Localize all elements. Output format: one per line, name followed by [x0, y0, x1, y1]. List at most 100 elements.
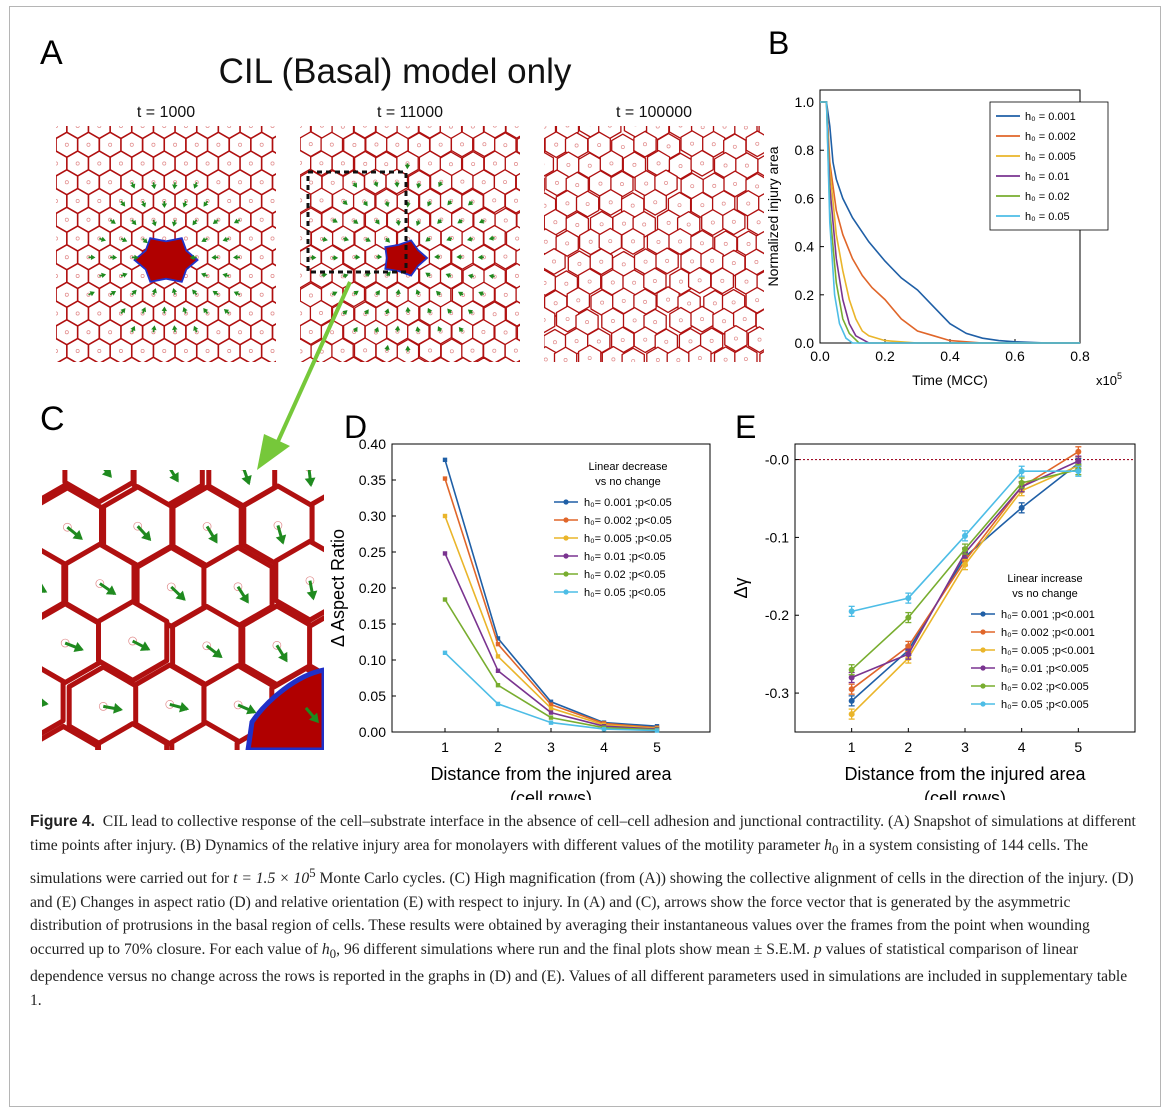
- force-arrow-head: [72, 529, 83, 540]
- force-arrow-head: [241, 474, 252, 486]
- legend-marker: [980, 683, 986, 689]
- cell-nucleus-marker: [56, 349, 58, 353]
- data-point: [962, 561, 968, 568]
- legend-label: h₀= 0.01 ;p<0.05: [584, 551, 666, 563]
- cell-nucleus-marker: [720, 278, 725, 283]
- force-arrow-head: [131, 289, 137, 295]
- cell-nucleus-marker: [642, 222, 647, 227]
- force-arrow-head: [161, 306, 168, 312]
- force-arrow-head: [355, 254, 361, 260]
- cell-nucleus-marker: [460, 329, 465, 334]
- zoom-region-box: [306, 170, 408, 274]
- data-point: [548, 706, 554, 711]
- force-arrow-head: [447, 200, 453, 206]
- cell-nucleus-marker: [653, 200, 658, 205]
- force-arrow-head: [363, 309, 369, 315]
- force-arrow-head: [415, 220, 421, 227]
- cell-nucleus-marker: [631, 359, 636, 362]
- legend-label: h₀ = 0.01: [1025, 171, 1070, 183]
- data-point: [905, 643, 912, 650]
- cell: [516, 136, 520, 154]
- data-point: [495, 641, 501, 647]
- force-arrow-head: [113, 703, 123, 714]
- cell-nucleus-marker: [428, 274, 433, 278]
- cell: [544, 306, 556, 334]
- cell-nucleus-marker: [711, 142, 716, 147]
- x-multiplier: x105: [1096, 371, 1122, 388]
- force-arrow-head: [203, 201, 209, 207]
- cell: [598, 188, 623, 216]
- force-arrow-head: [353, 219, 359, 224]
- snapshot-image-t100000: [544, 126, 764, 362]
- cell-nucleus-marker: [340, 161, 345, 166]
- cell-nucleus-marker: [205, 311, 210, 316]
- cell-nucleus-marker: [503, 143, 508, 148]
- force-arrow-head: [395, 289, 401, 295]
- cell: [418, 337, 442, 362]
- cell-nucleus-marker: [678, 239, 683, 244]
- force-arrow-head: [151, 221, 157, 227]
- cell-nucleus-marker: [56, 236, 58, 241]
- cell-nucleus-marker: [611, 357, 616, 362]
- cell-nucleus-marker: [565, 201, 570, 206]
- cell-nucleus-marker: [108, 217, 113, 222]
- cell: [42, 723, 101, 750]
- cell-nucleus-marker: [632, 162, 637, 167]
- cell-nucleus-marker: [653, 320, 658, 325]
- cell-nucleus-marker: [97, 126, 102, 128]
- cell: [454, 357, 472, 362]
- y-tick-label: 0.20: [359, 580, 386, 596]
- y-tick-label: 0.0: [795, 335, 815, 351]
- cell: [759, 350, 764, 362]
- force-arrow-head: [212, 648, 223, 659]
- cell-nucleus-marker: [95, 579, 105, 588]
- force-arrow-head: [182, 306, 188, 313]
- cell: [747, 326, 764, 354]
- force-arrow-head: [478, 291, 484, 297]
- cell-nucleus-marker: [248, 349, 253, 353]
- data-point: [548, 720, 554, 725]
- y-tick-label: 0.10: [359, 652, 386, 668]
- data-point: [905, 651, 912, 658]
- force-arrow-head: [89, 291, 95, 297]
- data-point: [1075, 458, 1082, 465]
- panel-letter-a: A: [40, 34, 63, 72]
- cell-nucleus-marker: [162, 349, 167, 353]
- legend-marker: [980, 647, 986, 653]
- caption-text-3: Monte Carlo cycles. (C) High magnificati…: [30, 870, 1134, 958]
- legend-label: h₀= 0.05 ;p<0.05: [584, 587, 666, 599]
- cell-nucleus-marker: [108, 180, 113, 185]
- cell-nucleus-marker: [108, 292, 113, 297]
- snapshot-image-t1000: [56, 126, 276, 362]
- y-tick-label: 0.00: [359, 724, 386, 740]
- data-point: [442, 513, 448, 519]
- injury-area: [245, 667, 324, 750]
- caption-p-symbol: p: [813, 940, 822, 958]
- y-tick-label: -0.1: [765, 529, 789, 545]
- cell-nucleus-marker: [259, 292, 264, 297]
- cell-nucleus-marker: [300, 126, 302, 129]
- x-axis-label: Distance from the injured area: [844, 764, 1086, 784]
- cell-nucleus-marker: [97, 311, 102, 316]
- data-point: [442, 597, 448, 602]
- cell-nucleus-marker: [576, 298, 581, 303]
- cell-nucleus-marker: [620, 182, 624, 187]
- cell-nucleus-marker: [564, 281, 569, 286]
- cell: [646, 346, 670, 362]
- legend-title: Linear decrease: [589, 461, 668, 473]
- cell-nucleus-marker: [656, 161, 661, 166]
- data-point: [848, 666, 855, 673]
- cell: [688, 344, 712, 362]
- force-arrow-head: [435, 290, 442, 296]
- cell-nucleus-marker: [733, 336, 738, 341]
- force-arrow-head: [246, 704, 257, 715]
- cell-nucleus-marker: [216, 292, 221, 297]
- force-arrow-head: [477, 254, 483, 260]
- legend-label: h₀= 0.02 ;p<0.005: [1001, 681, 1089, 693]
- cell: [307, 615, 324, 677]
- figure-frame: [9, 6, 1161, 1107]
- caption-t-equation: t = 1.5 × 10: [233, 870, 310, 888]
- cell-nucleus-marker: [481, 180, 486, 185]
- cell-nucleus-marker: [575, 223, 580, 227]
- series-line: [820, 101, 1080, 344]
